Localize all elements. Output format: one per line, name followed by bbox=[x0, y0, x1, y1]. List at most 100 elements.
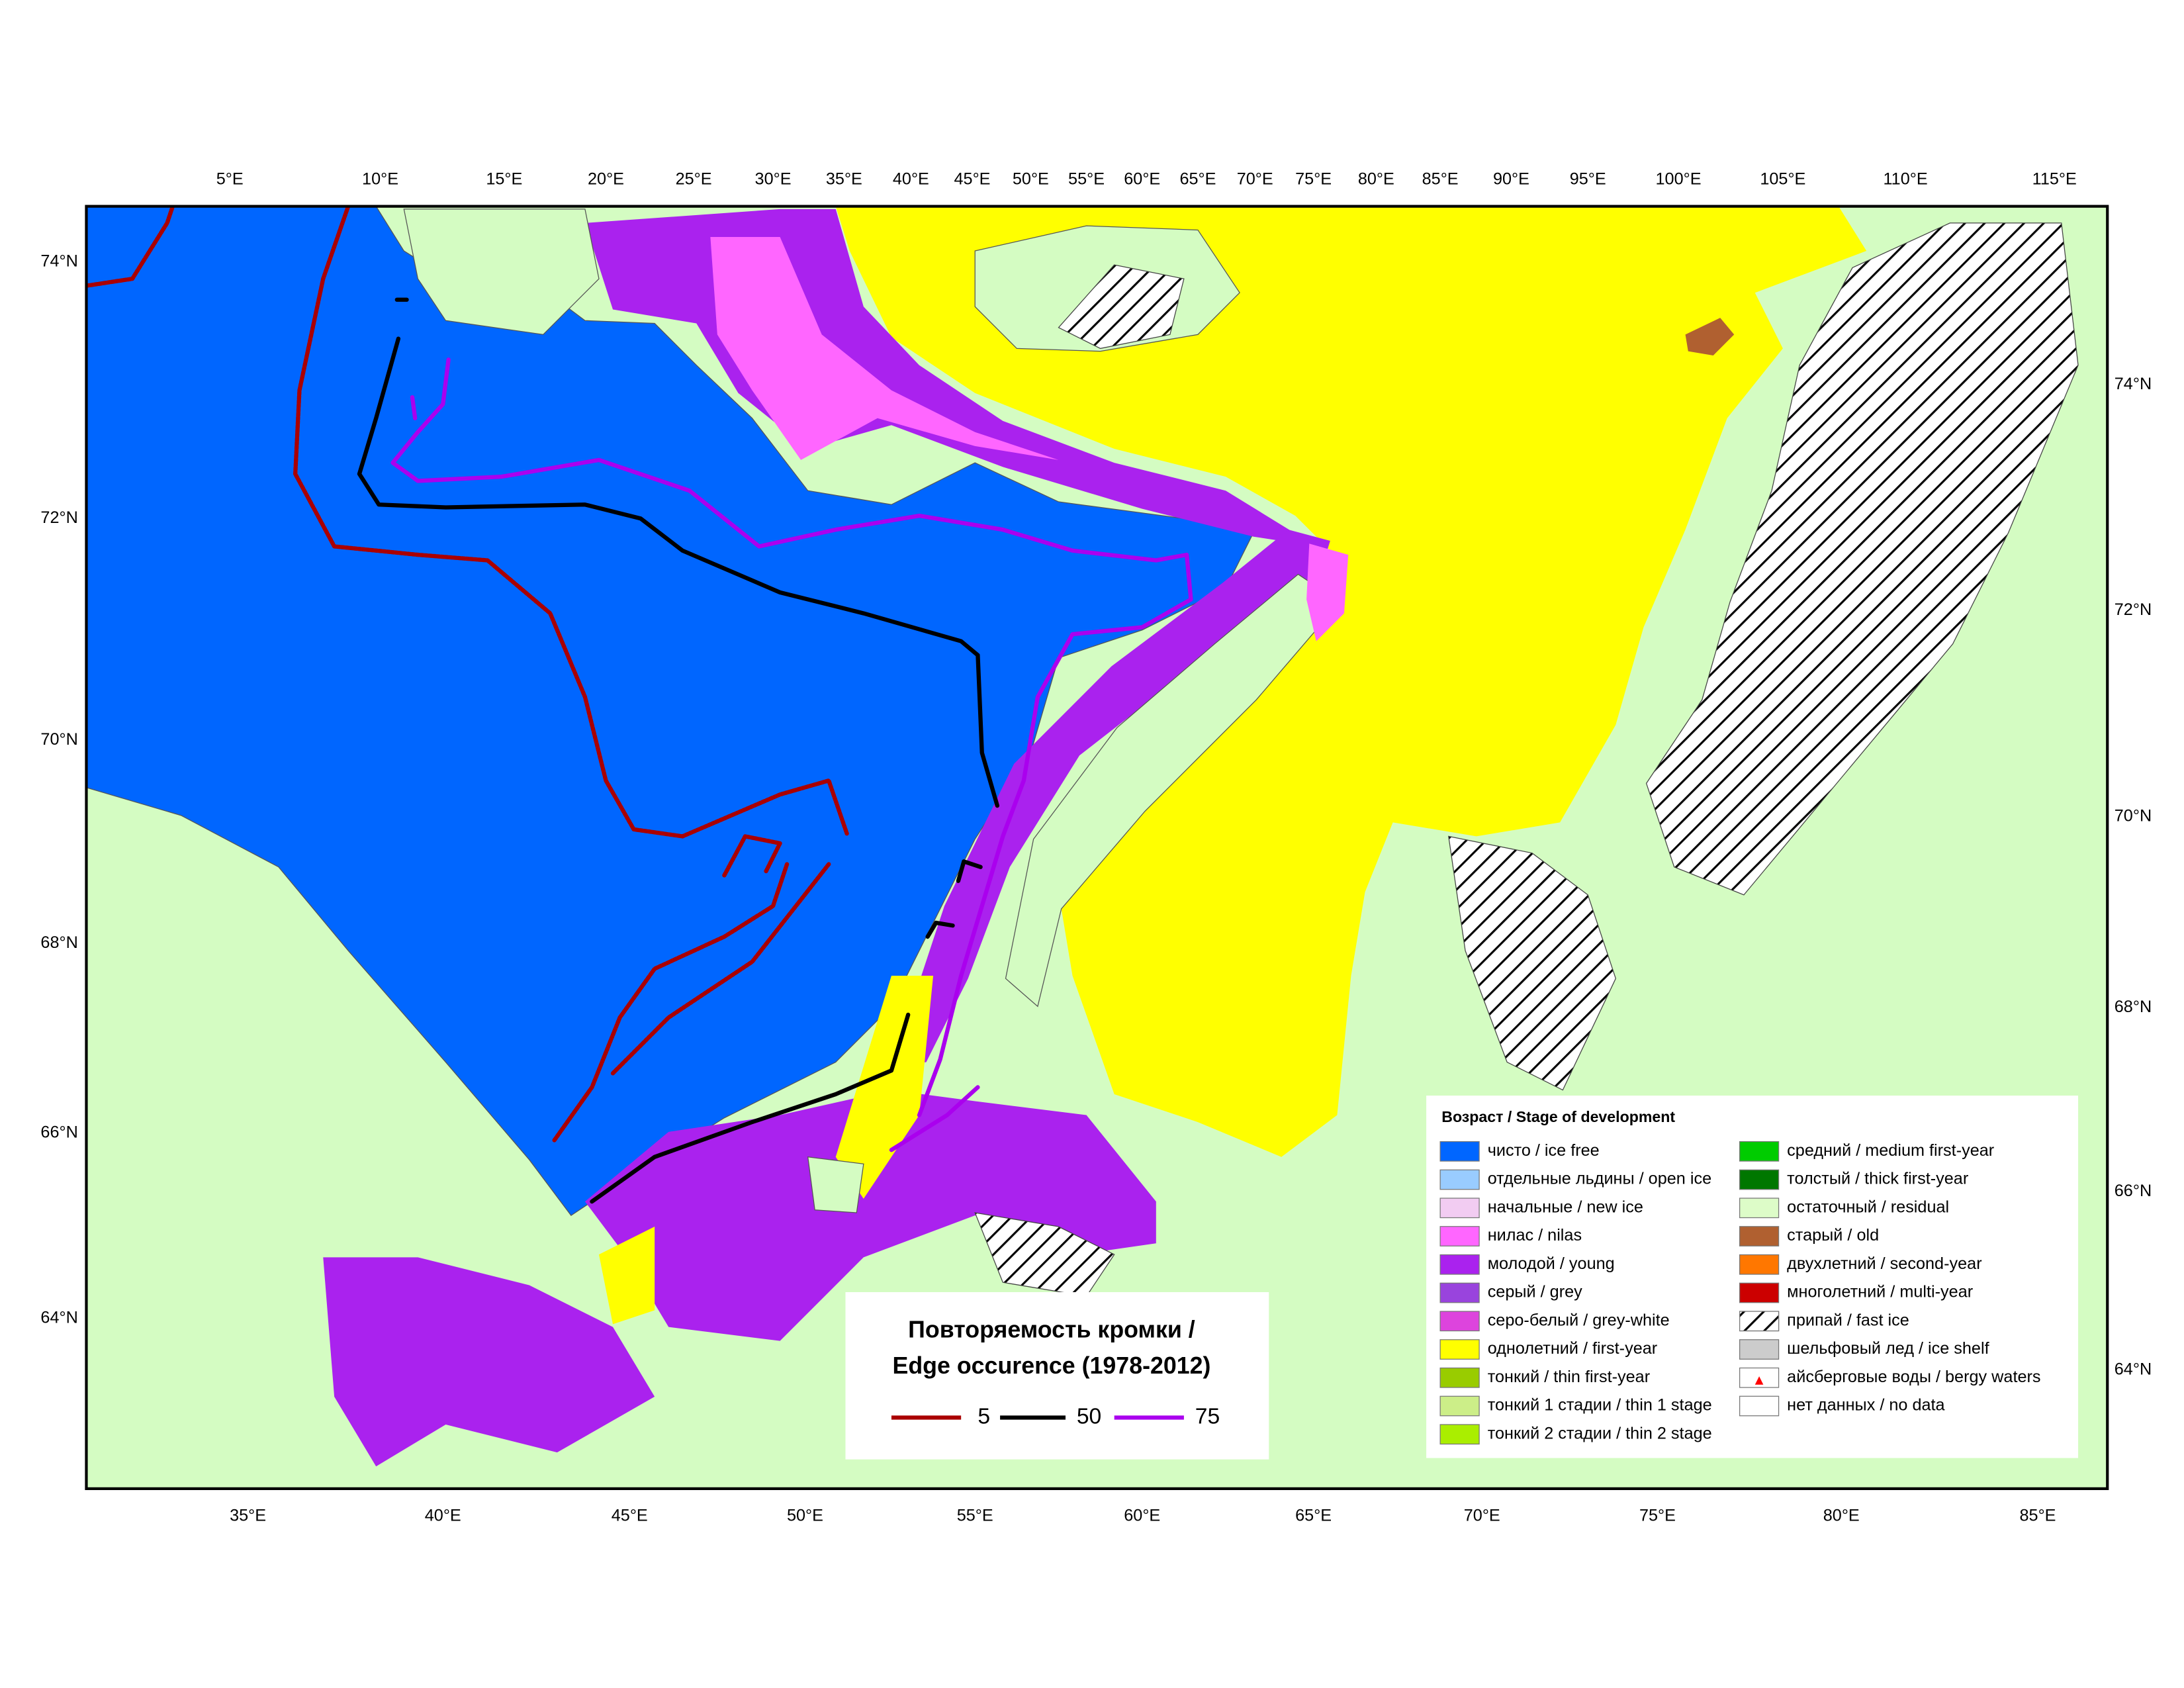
legend-swatch bbox=[1439, 1367, 1480, 1388]
legend-swatch bbox=[1439, 1339, 1480, 1360]
open-water bbox=[86, 206, 1255, 1217]
longitude-label: 85°E bbox=[2020, 1507, 2056, 1525]
legend-label: тонкий / thin first-year bbox=[1488, 1368, 1650, 1386]
edge-legend-title: Повторяемость кромки / bbox=[908, 1316, 1195, 1342]
legend-title: Возраст / Stage of development bbox=[1441, 1108, 1675, 1125]
fast-ice bbox=[1058, 264, 1185, 350]
legend-label: чисто / ice free bbox=[1488, 1141, 1600, 1160]
fast-ice bbox=[974, 1212, 1115, 1297]
legend-label: серо-белый / grey-white bbox=[1488, 1311, 1670, 1329]
legend-swatch bbox=[1439, 1169, 1480, 1190]
longitude-label: 85°E bbox=[1422, 169, 1459, 188]
longitude-label: 15°E bbox=[486, 169, 522, 188]
legend-swatch bbox=[1739, 1254, 1780, 1275]
legend-swatch bbox=[1739, 1395, 1780, 1417]
latitude-label: 70°N bbox=[40, 730, 77, 749]
longitude-label: 75°E bbox=[1295, 169, 1332, 188]
longitude-label: 25°E bbox=[676, 169, 712, 188]
edge-line bbox=[552, 862, 790, 1143]
legend-label: нет данных / no data bbox=[1787, 1396, 1945, 1415]
legend-swatch bbox=[1739, 1197, 1780, 1219]
map-frame bbox=[85, 205, 2109, 1490]
legend-swatch bbox=[1739, 1141, 1780, 1162]
longitude-label: 100°E bbox=[1656, 169, 1702, 188]
graticule-labels: 5°E 10°E 15°E 20°E 25°E 30°E 35°E 40°E 45°E 50°E 5… bbox=[40, 169, 2152, 1524]
longitude-label: 70°E bbox=[1464, 1507, 1500, 1525]
latitude-label: 74°N bbox=[40, 252, 77, 271]
young-ice bbox=[891, 530, 1330, 1066]
longitude-label: 55°E bbox=[957, 1507, 993, 1525]
edge-line bbox=[956, 859, 983, 883]
edge-line bbox=[610, 862, 831, 1076]
longitude-label: 30°E bbox=[755, 169, 792, 188]
longitude-label: 5°E bbox=[216, 169, 244, 188]
old-ice bbox=[1685, 318, 1735, 355]
land bbox=[403, 209, 600, 336]
edge-line bbox=[722, 834, 782, 878]
edge-legend: 5 50 75 bbox=[891, 1404, 1220, 1429]
longitude-label: 65°E bbox=[1295, 1507, 1332, 1525]
latitude-label: 74°N bbox=[2115, 375, 2152, 393]
legend-label: тонкий 1 стадии / thin 1 stage bbox=[1488, 1396, 1712, 1415]
young-ice bbox=[584, 1090, 1156, 1341]
edge-line bbox=[293, 206, 849, 839]
first-year-ice bbox=[835, 975, 934, 1199]
latitude-label: 66°N bbox=[2115, 1182, 2152, 1200]
longitude-label: 95°E bbox=[1570, 169, 1606, 188]
legend-swatch bbox=[1439, 1226, 1480, 1246]
legend-label: молодой / young bbox=[1488, 1254, 1615, 1273]
longitude-label: 40°E bbox=[425, 1507, 461, 1525]
land bbox=[1005, 573, 1341, 1008]
legend-swatch bbox=[1739, 1169, 1780, 1190]
edge-lines bbox=[86, 206, 1193, 1204]
latitude-label: 68°N bbox=[2115, 998, 2152, 1016]
fast-ice bbox=[1645, 222, 2079, 896]
legend-label: начальные / new ice bbox=[1488, 1197, 1643, 1216]
legend-swatch-pattern bbox=[1739, 1311, 1780, 1332]
edge-line bbox=[357, 336, 1000, 808]
legend-label: старый / old bbox=[1787, 1226, 1879, 1244]
nilas bbox=[710, 236, 1059, 460]
first-year-ice bbox=[835, 206, 1867, 1157]
latitude-label: 66°N bbox=[40, 1123, 77, 1142]
fast-ice bbox=[1448, 835, 1617, 1091]
legend-label: остаточный / residual bbox=[1787, 1197, 1949, 1216]
latitude-label: 70°N bbox=[2115, 807, 2152, 825]
longitude-label: 60°E bbox=[1124, 169, 1160, 188]
legend-swatch bbox=[1439, 1395, 1480, 1417]
legend-label: средний / medium first-year bbox=[1787, 1141, 1994, 1160]
latitude-label: 64°N bbox=[40, 1309, 77, 1327]
edge-legend-box bbox=[845, 1291, 1269, 1460]
longitude-label: 35°E bbox=[826, 169, 862, 188]
young-ice bbox=[323, 1257, 655, 1467]
legend-label: серый / grey bbox=[1488, 1283, 1582, 1301]
legend-label: нилас / nilas bbox=[1488, 1226, 1582, 1244]
longitude-label: 45°E bbox=[954, 169, 990, 188]
longitude-label: 50°E bbox=[1013, 169, 1049, 188]
longitude-label: 80°E bbox=[1358, 169, 1394, 188]
legend-swatch bbox=[1439, 1424, 1480, 1445]
map-area bbox=[86, 206, 2108, 1489]
edge-line bbox=[590, 1012, 911, 1204]
legend-swatch bbox=[1439, 1197, 1480, 1219]
legend-label: айсберговые воды / bergy waters bbox=[1787, 1368, 2040, 1386]
latitude-label: 72°N bbox=[2115, 600, 2152, 619]
edge-legend-label: 75 bbox=[1195, 1404, 1220, 1429]
longitude-label: 80°E bbox=[1823, 1507, 1860, 1525]
longitude-label: 65°E bbox=[1179, 169, 1216, 188]
legend-label: шельфовый лед / ice shelf bbox=[1787, 1339, 1989, 1358]
legend-swatch bbox=[1439, 1141, 1480, 1162]
legend-swatch bbox=[1739, 1339, 1780, 1360]
latitude-label: 72°N bbox=[40, 508, 77, 527]
legend-label: припай / fast ice bbox=[1787, 1311, 1909, 1329]
legend-label: двухлетний / second-year bbox=[1787, 1254, 1981, 1273]
longitude-label: 35°E bbox=[230, 1507, 266, 1525]
edge-legend-label: 50 bbox=[1077, 1404, 1101, 1429]
longitude-label: 105°E bbox=[1760, 169, 1805, 188]
longitude-label: 75°E bbox=[1639, 1507, 1676, 1525]
legend-swatch bbox=[1739, 1282, 1780, 1303]
edge-legend-label: 5 bbox=[978, 1404, 990, 1429]
latitude-label: 68°N bbox=[40, 933, 77, 952]
